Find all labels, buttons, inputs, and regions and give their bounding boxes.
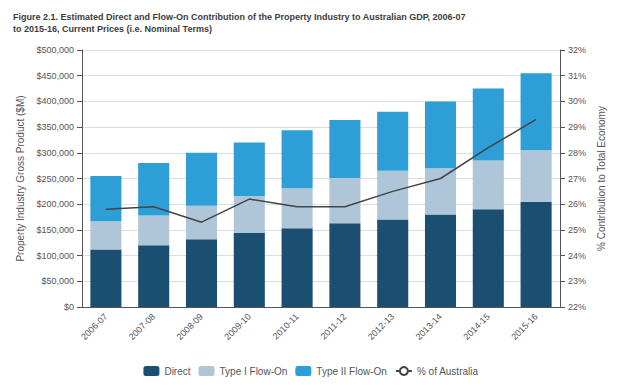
svg-text:2008-09: 2008-09 [175, 311, 205, 341]
svg-text:2015-16: 2015-16 [509, 311, 539, 341]
svg-text:26%: 26% [568, 199, 586, 209]
svg-text:22%: 22% [568, 302, 586, 312]
svg-text:28%: 28% [568, 148, 586, 158]
svg-text:$200,000: $200,000 [36, 199, 74, 209]
svg-text:$250,000: $250,000 [36, 174, 74, 184]
svg-text:Figure 2.1. Estimated Direct a: Figure 2.1. Estimated Direct and Flow-On… [13, 12, 466, 22]
svg-text:2007-08: 2007-08 [127, 311, 157, 341]
svg-text:$500,000: $500,000 [36, 45, 74, 55]
svg-text:23%: 23% [568, 276, 586, 286]
svg-text:$350,000: $350,000 [36, 122, 74, 132]
svg-text:24%: 24% [568, 251, 586, 261]
svg-text:32%: 32% [568, 45, 586, 55]
svg-text:to 2015-16, Current Prices (i.: to 2015-16, Current Prices (i.e. Nominal… [13, 24, 212, 34]
svg-text:2010-11: 2010-11 [271, 311, 301, 341]
svg-text:Type II Flow-On: Type II Flow-On [316, 366, 387, 377]
svg-text:31%: 31% [568, 71, 586, 81]
svg-text:$100,000: $100,000 [36, 251, 74, 261]
svg-text:2013-14: 2013-14 [414, 311, 444, 341]
svg-text:30%: 30% [568, 96, 586, 106]
svg-text:27%: 27% [568, 174, 586, 184]
svg-text:Property Industry Gross Produc: Property Industry Gross Product ($M) [15, 95, 26, 261]
svg-text:29%: 29% [568, 122, 586, 132]
svg-text:$0: $0 [64, 302, 74, 312]
svg-text:2011-12: 2011-12 [319, 311, 349, 341]
svg-text:2012-13: 2012-13 [366, 311, 396, 341]
svg-text:25%: 25% [568, 225, 586, 235]
svg-text:$450,000: $450,000 [36, 71, 74, 81]
svg-text:$150,000: $150,000 [36, 225, 74, 235]
svg-text:$50,000: $50,000 [41, 276, 74, 286]
svg-text:Direct: Direct [164, 366, 190, 377]
svg-text:Type I Flow-On: Type I Flow-On [220, 366, 288, 377]
svg-text:$400,000: $400,000 [36, 96, 74, 106]
svg-text:2006-07: 2006-07 [79, 311, 109, 341]
svg-text:2014-15: 2014-15 [461, 311, 491, 341]
svg-text:$300,000: $300,000 [36, 148, 74, 158]
svg-text:2009-10: 2009-10 [222, 311, 252, 341]
svg-text:% Contribution to Total Econom: % Contribution to Total Economy [596, 106, 607, 251]
svg-text:% of Australia: % of Australia [417, 366, 479, 377]
